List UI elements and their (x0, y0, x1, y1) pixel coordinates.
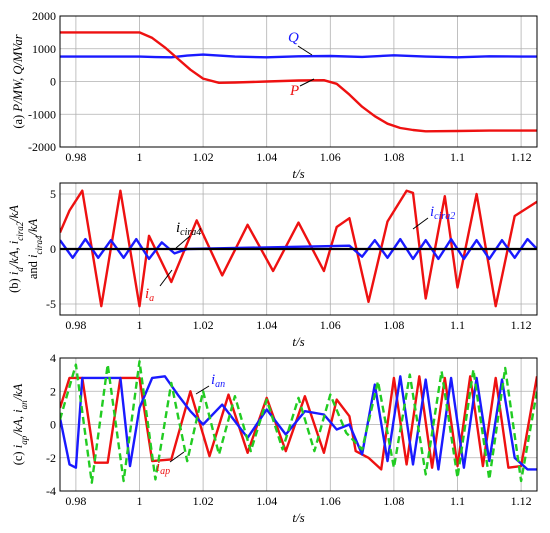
x-axis-label: t/s (292, 334, 304, 349)
y-tick-label: 2 (50, 384, 56, 398)
label-P: P (289, 83, 299, 99)
series-line-iap (60, 375, 537, 471)
y-tick-label: -5 (46, 297, 56, 311)
arrow-P (299, 78, 315, 87)
panel-a: 0.98 1 1.02 1.04 1.06 1.08 1.1 1.12 2000 1000 0 -10… (11, 9, 538, 181)
x-tick-label: 1.12 (511, 318, 532, 332)
series-line-Q (60, 53, 537, 59)
x-tick-label: 1.02 (193, 494, 214, 508)
x-axis-label: t/s (292, 510, 304, 525)
x-tick-label: 1.12 (511, 150, 532, 164)
arrow-ia (159, 269, 173, 287)
y-tick-label: 0 (50, 418, 56, 432)
annotation-Q: Q (288, 30, 313, 56)
series-line-reference (60, 360, 537, 484)
plot-frame (59, 182, 538, 316)
annotation-ia: ia (145, 269, 173, 304)
y-tick-label: -2 (46, 451, 56, 465)
x-tick-label: 0.98 (65, 150, 86, 164)
x-tick-label: 1.04 (256, 494, 277, 508)
y-axis-label: (a) P/MW, Q/MVar (11, 34, 25, 128)
plot-frame (59, 15, 538, 148)
series-line-ian (60, 375, 537, 471)
x-tick-label: 0.98 (65, 494, 86, 508)
x-tick-label: 1.04 (256, 318, 277, 332)
arrow-Q (297, 45, 313, 56)
label-iap: iap (156, 459, 170, 477)
y-tick-label: 1000 (32, 42, 56, 56)
annotation-P: P (289, 78, 315, 99)
series-line-ia (60, 189, 537, 308)
series-line-icira2 (60, 237, 537, 261)
x-tick-label: 1.02 (193, 150, 214, 164)
annotation-iap: iap (156, 451, 185, 477)
annotation-ian: ian (195, 372, 225, 395)
x-tick-label: 1.04 (256, 150, 277, 164)
x-tick-label: 1 (137, 318, 143, 332)
label-ian: ian (211, 372, 225, 390)
y-tick-label: 4 (50, 351, 56, 365)
x-tick-label: 1.1 (450, 494, 465, 508)
x-tick-label: 1.06 (320, 150, 341, 164)
y-tick-label: 0 (50, 242, 56, 256)
annotation-icira4: icira4 (175, 220, 201, 249)
x-axis-label: t/s (292, 166, 304, 181)
x-tick-label: 1.1 (450, 150, 465, 164)
y-tick-label: 5 (50, 187, 56, 201)
plot-frame (59, 357, 538, 492)
y-axis-label: (b) id/kA, icira2/kA (7, 205, 25, 293)
x-tick-label: 1 (137, 494, 143, 508)
x-tick-label: 1 (137, 150, 143, 164)
arrow-ian (195, 385, 210, 395)
x-tick-label: 0.98 (65, 318, 86, 332)
x-tick-label: 1.06 (320, 494, 341, 508)
arrow-iap (169, 451, 185, 463)
panel-c: 0.98 1 1.02 1.04 1.06 1.08 1.1 1.12 4 2 0 -2 -4 t/s (c… (11, 351, 538, 525)
y-tick-label: -1000 (28, 107, 56, 121)
y-axis-label: (c) iap/kA, ian/kA (11, 383, 29, 465)
x-tick-label: 1.08 (383, 150, 404, 164)
y-tick-label: -4 (46, 484, 56, 498)
y-tick-label: -2000 (28, 140, 56, 154)
annotation-icira2: icira2 (412, 204, 455, 230)
y-tick-label: 0 (50, 75, 56, 89)
x-tick-label: 1.12 (511, 494, 532, 508)
arrow-icira4 (175, 235, 191, 249)
arrow-icira2 (412, 217, 429, 230)
panel-b: 0.98 1 1.02 1.04 1.06 1.08 1.1 1.12 5 0 -5 t/s (b) i… (7, 182, 538, 349)
label-ia: ia (145, 286, 154, 304)
y-tick-label: 2000 (32, 9, 56, 23)
label-icira4: icira4 (176, 220, 201, 238)
x-tick-label: 1.02 (193, 318, 214, 332)
label-Q: Q (288, 30, 299, 46)
x-tick-label: 1.06 (320, 318, 341, 332)
label-icira2: icira2 (430, 204, 455, 222)
x-tick-label: 1.08 (383, 318, 404, 332)
y-axis-label-line2: and icira4/kA (26, 218, 44, 279)
x-tick-label: 1.1 (450, 318, 465, 332)
x-tick-label: 1.08 (383, 494, 404, 508)
